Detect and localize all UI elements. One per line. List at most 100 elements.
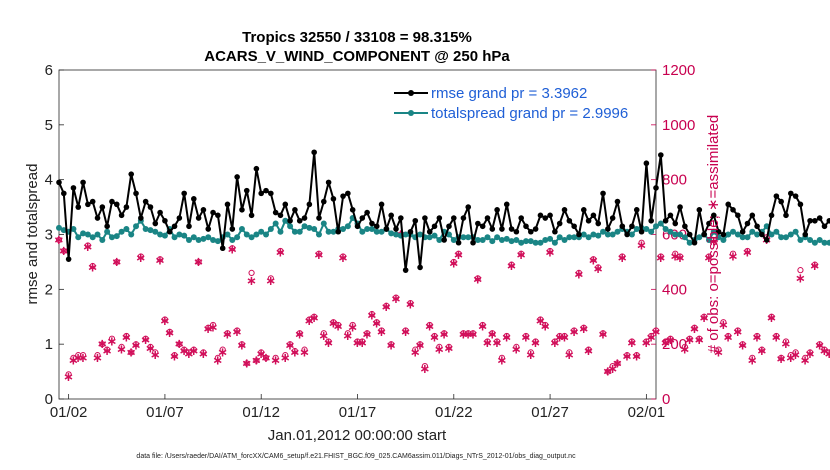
- rmse-point: [364, 209, 370, 216]
- x-tick-label: 01/02: [50, 404, 88, 421]
- totalspread-point: [628, 231, 635, 238]
- rmse-point: [330, 196, 337, 202]
- obs-possible-marker: [286, 341, 294, 348]
- obs-possible-marker: [518, 250, 525, 257]
- totalspread-point: [494, 234, 501, 241]
- obs-assimilated-marker: ∗: [280, 350, 291, 365]
- totalspread-point: [705, 236, 712, 243]
- rmse-point: [735, 212, 741, 219]
- obs-possible-marker: [754, 332, 761, 340]
- rmse-point: [518, 215, 524, 221]
- obs-assimilated-marker: ∗: [675, 250, 686, 265]
- obs-possible-marker: [826, 349, 830, 356]
- totalspread-point: [56, 224, 62, 231]
- rmse-point: [816, 215, 823, 221]
- totalspread-point: [330, 228, 337, 235]
- totalspread-point: [498, 236, 505, 243]
- obs-assimilated-marker: ∗: [699, 310, 710, 325]
- totalspread-point: [662, 226, 669, 233]
- totalspread-point: [749, 228, 756, 235]
- obs-possible-marker: [522, 332, 530, 340]
- obs-assimilated-marker: ∗: [593, 261, 604, 276]
- rmse-point: [547, 212, 553, 219]
- obs-possible-marker: [65, 371, 72, 378]
- obs-assimilated-marker: ∗: [265, 273, 276, 288]
- rmse-point: [70, 185, 77, 191]
- obs-possible-marker: [166, 328, 173, 335]
- totalspread-point: [710, 228, 717, 235]
- rmse-point: [191, 196, 197, 202]
- obs-assimilated-marker: ∗: [704, 250, 715, 265]
- rmse-point: [388, 212, 395, 219]
- obs-assimilated-marker: ∗: [487, 327, 498, 342]
- rmse-point: [783, 212, 789, 219]
- totalspread-point: [243, 231, 250, 238]
- rmse-point: [128, 171, 135, 177]
- obs-assimilated-marker: ∗: [790, 347, 801, 362]
- obs-assimilated-marker: ∗: [694, 332, 705, 347]
- totalspread-point: [633, 226, 640, 233]
- obs-possible-marker: [272, 354, 279, 361]
- obs-possible-marker: [209, 321, 217, 329]
- rmse-point: [340, 193, 346, 199]
- totalspread-point: [474, 236, 481, 243]
- obs-assimilated-marker: ∗: [574, 266, 585, 281]
- totalspread-point: [696, 234, 703, 241]
- obs-possible-marker: [571, 327, 578, 334]
- obs-possible-marker: [681, 343, 688, 351]
- obs-possible-marker: [253, 357, 260, 364]
- obs-assimilated-marker: ∗: [419, 361, 430, 376]
- totalspread-point: [595, 232, 602, 239]
- totalspread-point: [306, 224, 313, 231]
- obs-possible-marker: [494, 338, 501, 345]
- rmse-point: [499, 226, 505, 232]
- totalspread-point: [263, 231, 270, 238]
- totalspread-point: [325, 228, 332, 235]
- totalspread-point: [190, 234, 197, 241]
- rmse-point: [763, 237, 770, 243]
- obs-possible-marker: [585, 346, 592, 353]
- totalspread-point: [431, 232, 438, 239]
- rmse-point: [412, 217, 419, 224]
- chart-subtitle: ACARS_V_WIND_COMPONENT @ 250 hPa: [204, 48, 510, 65]
- obs-assimilated-marker: ∗: [429, 329, 440, 344]
- obs-assimilated-marker: ∗: [781, 336, 792, 351]
- rmse-point: [229, 226, 236, 232]
- obs-assimilated-marker: ∗: [540, 318, 551, 333]
- obs-assimilated-marker: ∗: [256, 346, 267, 361]
- obs-possible-marker: [498, 354, 506, 361]
- obs-possible-marker: [113, 258, 120, 266]
- rmse-point: [234, 174, 240, 180]
- obs-assimilated-marker: ∗: [184, 346, 195, 361]
- obs-assimilated-marker: ∗: [732, 324, 743, 339]
- obs-assimilated-marker: ∗: [708, 233, 719, 248]
- obs-assimilated-marker: ∗: [776, 351, 787, 366]
- obs-possible-marker: [816, 341, 823, 348]
- totalspread-point: [147, 227, 154, 234]
- rmse-point: [633, 207, 640, 213]
- obs-assimilated-marker: ∗: [766, 310, 777, 325]
- rmse-point: [393, 226, 399, 232]
- rmse-point: [316, 215, 322, 221]
- legend-spread-marker: [408, 110, 414, 116]
- obs-possible-marker: [628, 338, 636, 345]
- totalspread-point: [768, 231, 775, 238]
- obs-possible-marker: [282, 352, 289, 359]
- rmse-point: [422, 215, 428, 221]
- obs-possible-marker: [758, 346, 766, 353]
- rmse-point: [268, 190, 274, 197]
- rmse-point: [696, 207, 703, 213]
- obs-assimilated-marker: ∗: [338, 250, 349, 265]
- obs-assimilated-marker: ∗: [468, 327, 479, 342]
- obs-possible-marker: [792, 349, 799, 356]
- obs-possible-marker: [402, 327, 409, 334]
- obs-possible-marker: [797, 267, 804, 274]
- obs-assimilated-marker: ∗: [670, 248, 681, 263]
- plot-area: ∗∗∗∗∗∗∗∗∗∗∗∗∗∗∗∗∗∗∗∗∗∗∗∗∗∗∗∗∗∗∗∗∗∗∗∗∗∗∗∗…: [54, 149, 830, 384]
- obs-possible-marker: [325, 338, 332, 345]
- rmse-point: [595, 220, 602, 227]
- obs-assimilated-marker: ∗: [222, 327, 233, 342]
- totalspread-point: [725, 231, 732, 238]
- obs-assimilated-marker: ∗: [578, 321, 589, 336]
- y-tick-label-right: 800: [662, 172, 687, 189]
